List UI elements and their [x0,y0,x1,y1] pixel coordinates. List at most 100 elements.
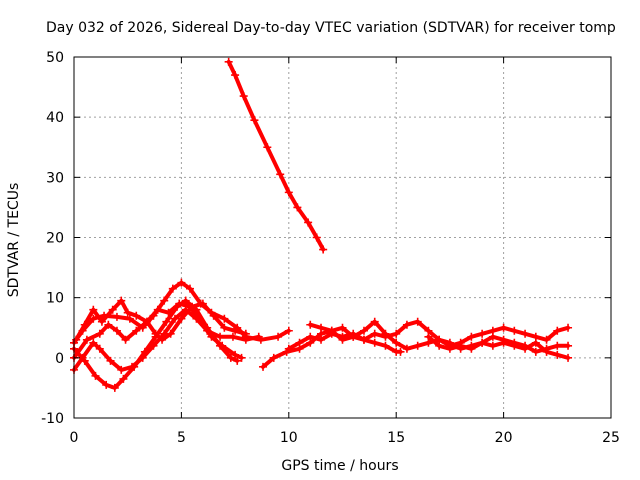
data-point [370,317,379,326]
data-point [478,329,487,338]
data-point [284,188,293,197]
data-point [241,329,250,338]
data-point [499,323,508,332]
data-point [306,332,315,341]
data-point [132,326,141,335]
data-point [424,332,433,341]
data-point [564,341,573,350]
data-point [521,329,530,338]
data-point [542,344,551,353]
data-point [198,299,207,308]
data-point [231,326,240,335]
data-point [125,314,134,323]
data-point [160,296,169,305]
data-point [127,362,136,371]
data-point [80,320,89,329]
data-point [338,323,347,332]
series-line [226,59,326,252]
data-point [216,332,225,341]
data-point [338,332,347,341]
data-point [381,332,390,341]
data-point [531,332,540,341]
series-satellite-track-h [306,317,573,350]
data-point [317,323,326,332]
data-point [220,323,229,332]
series-satellite-track-high [224,57,328,254]
grid-lines [74,57,611,418]
data-point [168,284,177,293]
data-point [91,371,100,380]
data-point [89,305,98,314]
data-point [478,338,487,347]
y-tick-label: -10 [41,411,64,427]
data-point [435,341,444,350]
data-point [151,329,160,338]
data-point [239,92,248,101]
data-point [402,320,411,329]
data-point [317,335,326,344]
data-point [112,326,121,335]
data-point [104,320,113,329]
data-point [121,335,130,344]
data-point [82,335,91,344]
data-point [274,332,283,341]
series-satellite-track-i [424,332,573,356]
data-point [359,326,368,335]
data-point [445,344,454,353]
data-point [521,341,530,350]
data-point [553,341,562,350]
data-point [231,71,240,80]
data-point [231,350,240,359]
series-line [286,331,403,354]
data-point [95,329,104,338]
data-point [319,245,328,254]
data-point [392,329,401,338]
data-point [112,312,121,321]
data-point [276,170,285,179]
data-point [564,353,573,362]
data-point [158,335,167,344]
data-point [185,284,194,293]
data-point [327,326,336,335]
data-point [269,353,278,362]
data-point [102,380,111,389]
y-axis-label: SDTVAR / TECUs [6,183,22,298]
data-point [488,341,497,350]
x-tick-label: 0 [70,430,79,446]
data-point [304,218,313,227]
data-point [153,305,162,314]
y-tick-label: 50 [46,50,64,66]
data-point [402,344,411,353]
y-tick-label: 40 [46,110,64,126]
data-point [284,344,293,353]
data-point [207,332,216,341]
data-point [97,317,106,326]
data-point [95,344,104,353]
data-point [413,341,422,350]
data-point [553,350,562,359]
data-point [233,356,242,365]
data-point [138,353,147,362]
data-point [185,302,194,311]
chart-title: Day 032 of 2026, Sidereal Day-to-day VTE… [46,20,616,36]
data-point [209,311,218,320]
data-point [553,326,562,335]
data-point [349,332,358,341]
data-point [224,57,233,66]
data-point [250,116,259,125]
data-point [467,332,476,341]
data-point [456,341,465,350]
data-point [306,320,315,329]
data-point [510,326,519,335]
data-point [312,233,321,242]
data-point [284,326,293,335]
y-tick-label: 30 [46,170,64,186]
x-tick-label: 20 [495,430,513,446]
data-point [181,296,190,305]
data-point [72,335,81,344]
data-point [196,317,205,326]
data-point [499,335,508,344]
data-point [263,143,272,152]
data-point [226,353,235,362]
